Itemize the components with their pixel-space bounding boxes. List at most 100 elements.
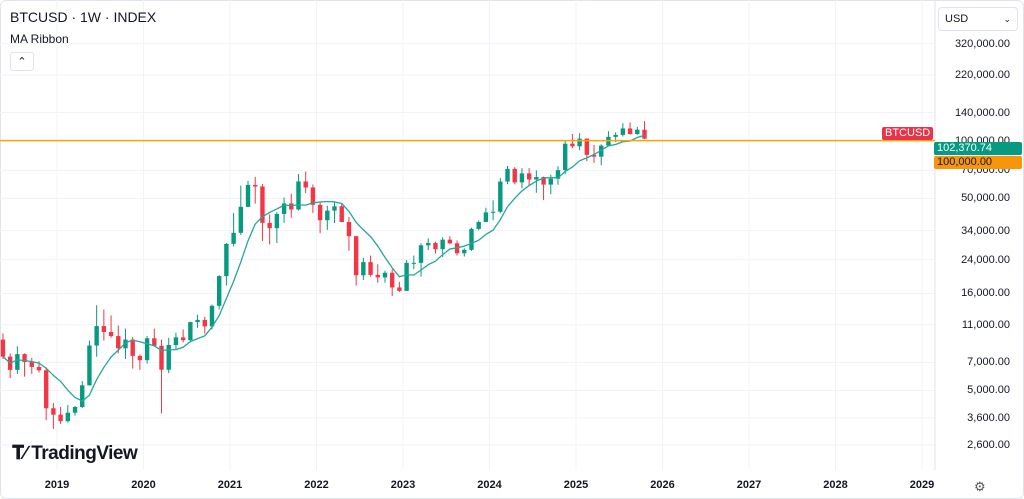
candle-body: [440, 239, 445, 250]
candle-body: [577, 138, 582, 147]
currency-value: USD: [945, 13, 969, 25]
candle-body: [613, 134, 618, 137]
candle-body: [22, 354, 27, 363]
candle-body: [534, 177, 539, 180]
time-tick-label: 2021: [217, 479, 243, 491]
candle-body: [231, 232, 236, 244]
candle-body: [296, 181, 301, 210]
collapse-legend-button[interactable]: ⌃: [10, 52, 34, 71]
candle-body: [555, 170, 561, 179]
candle-body: [224, 243, 229, 277]
candle-body: [591, 154, 597, 157]
candle-body: [58, 414, 63, 422]
price-tick-label: 16,000.00: [961, 287, 1010, 300]
time-tick-label: 2020: [131, 479, 156, 491]
candle-body: [144, 338, 150, 361]
candle-body: [620, 128, 626, 135]
candle-body: [281, 203, 287, 214]
candle-body: [426, 242, 431, 246]
price-tick-label: 220,000.00: [954, 68, 1010, 81]
candle-body: [627, 128, 633, 135]
gear-icon[interactable]: ⚙: [974, 479, 986, 494]
candle-body: [519, 173, 525, 183]
time-tick-label: 2022: [304, 479, 329, 491]
candle-body: [548, 178, 553, 185]
candle-body: [411, 262, 417, 264]
candle-body: [490, 211, 496, 213]
candle-body: [87, 345, 92, 386]
candle-body: [397, 287, 402, 291]
indicator-legend[interactable]: MA Ribbon: [10, 32, 69, 46]
candle-body: [108, 331, 114, 337]
price-tick-label: 140,000.00: [954, 106, 1010, 119]
candle-body: [130, 339, 135, 356]
tradingview-wordmark: TradingView: [31, 443, 138, 464]
symbol-price-tag: BTCUSD: [882, 127, 934, 140]
time-tick-label: 2027: [736, 479, 762, 491]
candle-body: [188, 322, 193, 341]
candle-body: [65, 412, 71, 422]
candle-body: [43, 370, 49, 409]
currency-select[interactable]: USD ⌄: [938, 7, 1018, 31]
time-tick-label: 2023: [390, 479, 416, 491]
candle-body: [469, 228, 474, 250]
candle-body: [635, 129, 640, 135]
ma-ribbon-line: [2, 134, 645, 402]
candle-body: [361, 262, 366, 276]
candle-body: [29, 362, 34, 367]
candle-body: [346, 221, 352, 237]
price-tick-label: 320,000.00: [954, 37, 1010, 50]
candle-body: [15, 354, 20, 370]
candle-body: [0, 339, 6, 357]
candles: [0, 121, 647, 429]
candle-body: [51, 408, 56, 415]
price-tick-label: 5,000.00: [967, 384, 1010, 397]
candle-body: [173, 337, 179, 346]
candle-body: [325, 210, 330, 221]
candle-body: [584, 138, 590, 155]
candle-body: [303, 181, 308, 188]
candle-body: [418, 245, 424, 263]
symbol-legend[interactable]: BTCUSD · 1W · INDEX: [10, 9, 157, 25]
candle-body: [599, 145, 604, 157]
candle-body: [541, 177, 546, 185]
candle-body: [152, 338, 157, 346]
candle-body: [526, 173, 532, 180]
candle-body: [123, 339, 128, 349]
price-tick-label: 2,600.00: [967, 439, 1010, 451]
price-tick-label: 34,000.00: [961, 224, 1010, 237]
candle-body: [80, 385, 85, 408]
candle-body: [238, 206, 244, 233]
candle-body: [116, 336, 121, 349]
candle-body: [209, 305, 215, 327]
price-tick-label: 7,000.00: [967, 356, 1010, 369]
candle-body: [368, 262, 373, 275]
candle-body: [317, 204, 323, 221]
candle-body: [289, 203, 294, 210]
candle-body: [253, 184, 258, 187]
candle-body: [137, 355, 143, 361]
time-tick-label: 2029: [909, 479, 935, 491]
price-tick-label: 3,600.00: [967, 411, 1010, 424]
time-tick-label: 2026: [650, 479, 675, 491]
price-tick-label: 50,000.00: [961, 192, 1010, 205]
candle-body: [483, 212, 489, 222]
tradingview-logo[interactable]: 𝐓∕ TradingView: [12, 443, 138, 465]
candle-body: [195, 319, 200, 323]
candle-body: [570, 143, 575, 147]
price-tick-label: 11,000.00: [961, 318, 1010, 331]
candle-body: [353, 236, 359, 276]
candle-body: [166, 345, 171, 370]
candle-body: [202, 319, 207, 327]
candle-body: [498, 181, 503, 212]
candle-body: [375, 274, 380, 278]
candle-body: [642, 129, 647, 139]
candle-body: [94, 326, 99, 346]
candle-body: [267, 222, 272, 229]
candle-body: [260, 186, 265, 223]
time-tick-label: 2024: [477, 479, 502, 491]
horizontal-line-price-tag: 100,000.00: [934, 156, 1022, 169]
candle-body: [462, 249, 467, 254]
grid: [0, 0, 936, 470]
